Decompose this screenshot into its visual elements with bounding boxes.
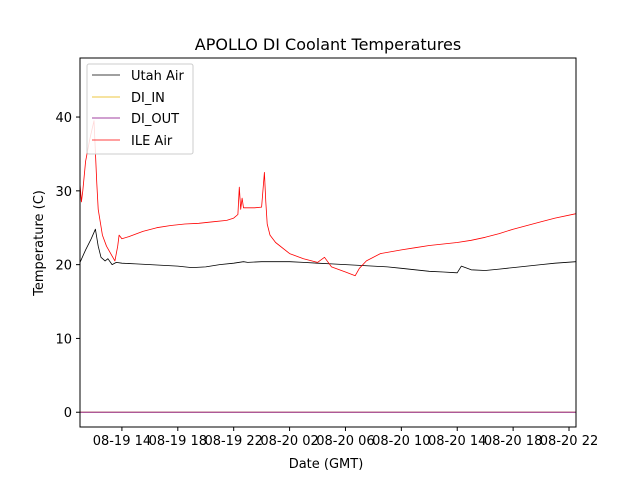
y-axis-label: Temperature (C) (32, 190, 47, 297)
x-tick-label-3: 08-20 02 (260, 434, 318, 449)
y-tick-label-3: 30 (55, 185, 72, 200)
legend-label-utah-air: Utah Air (131, 69, 184, 84)
x-tick-label-0: 08-19 14 (93, 434, 151, 449)
x-axis-label: Date (GMT) (289, 457, 364, 472)
series-line-utah-air (79, 228, 577, 274)
x-tick-label-2: 08-19 22 (204, 434, 262, 449)
x-tick-label-7: 08-20 18 (484, 434, 542, 449)
series-line-ile-air (79, 120, 577, 277)
chart-title: APOLLO DI Coolant Temperatures (195, 35, 461, 54)
y-tick-label-0: 0 (64, 406, 72, 421)
legend-label-di-in: DI_IN (131, 91, 165, 106)
legend-label-di-out: DI_OUT (131, 112, 179, 127)
legend-box (86, 63, 194, 155)
plot-frame (79, 57, 577, 428)
x-tick-label-8: 08-20 22 (540, 434, 598, 449)
y-tick-label-1: 10 (55, 332, 72, 347)
y-tick-label-4: 40 (55, 111, 72, 126)
y-axis: 0 10 20 30 40 (55, 111, 80, 421)
x-tick-label-5: 08-20 10 (372, 434, 430, 449)
x-tick-label-6: 08-20 14 (428, 434, 486, 449)
y-tick-label-2: 20 (55, 259, 72, 274)
legend-label-ile-air: ILE Air (131, 134, 173, 149)
legend: Utah Air DI_IN DI_OUT ILE Air (86, 63, 194, 155)
series-layer (79, 120, 577, 413)
x-tick-label-1: 08-19 18 (149, 434, 207, 449)
x-tick-label-4: 08-20 06 (316, 434, 374, 449)
